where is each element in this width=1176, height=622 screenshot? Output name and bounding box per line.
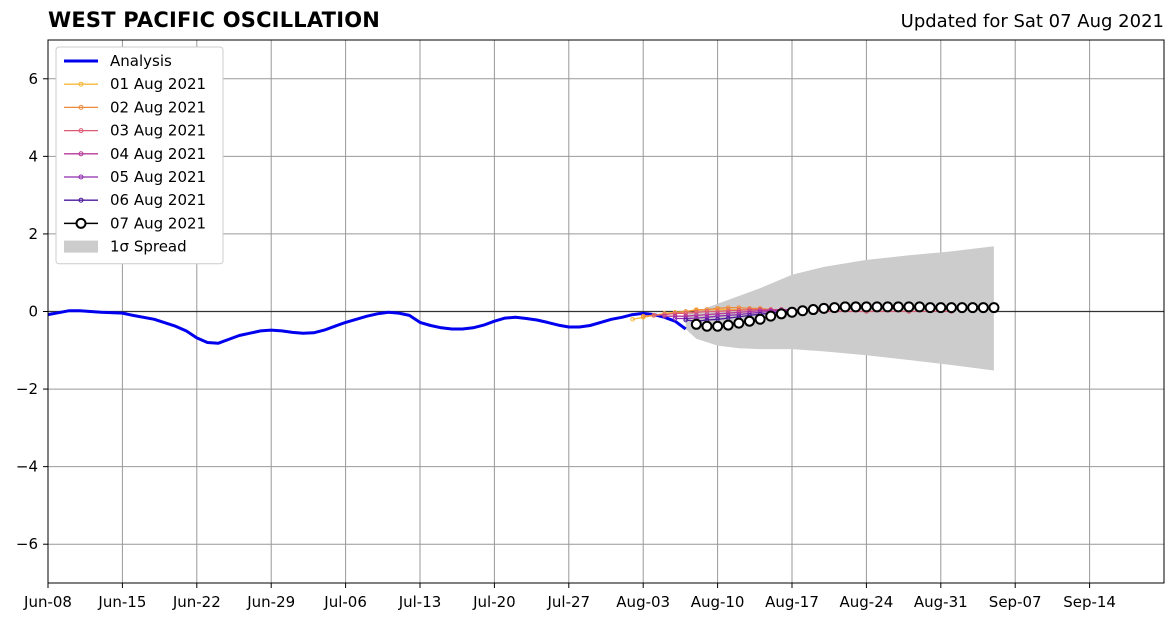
x-tick-label: Jun-29	[246, 593, 295, 611]
y-tick-label: −2	[16, 380, 38, 398]
x-tick-label: Jul-13	[398, 593, 442, 611]
forecast-latest-point	[871, 301, 883, 313]
series-6-point	[683, 317, 689, 323]
forecast-latest-point	[860, 301, 872, 313]
forecast-latest-point	[967, 302, 979, 314]
forecast-latest-point	[977, 302, 989, 314]
series-4-point	[672, 313, 678, 319]
forecast-latest-point	[903, 301, 915, 313]
x-tick-label: Jun-22	[172, 593, 221, 611]
forecast-latest-point	[956, 302, 968, 314]
series-2-point	[640, 313, 646, 319]
x-tick-label: Aug-17	[765, 593, 819, 611]
x-tick-label: Sep-07	[989, 593, 1042, 611]
forecast-latest-point	[722, 319, 734, 331]
legend-label: 03 Aug 2021	[110, 122, 206, 140]
series-2-point	[736, 305, 742, 310]
y-tick-label: −4	[16, 458, 38, 476]
forecast-latest-point	[818, 302, 830, 314]
forecast-latest-point	[733, 317, 745, 329]
y-tick-label: −6	[16, 535, 38, 553]
legend-marker	[78, 151, 84, 157]
y-tick-label: 0	[28, 303, 38, 321]
legend-label: Analysis	[110, 52, 172, 70]
x-tick-label: Jun-08	[23, 593, 72, 611]
x-tick-label: Jul-27	[546, 593, 590, 611]
x-tick-label: Jul-06	[323, 593, 367, 611]
legend-marker	[78, 104, 84, 110]
legend-marker	[75, 217, 87, 229]
x-tick-label: Aug-31	[914, 593, 968, 611]
axes-layer: Jun-08 Jun-15 Jun-22 Jun-29 Jul-06 Jul-13 Jul-…	[16, 39, 1165, 611]
chart-title: WEST PACIFIC OSCILLATION	[48, 8, 381, 32]
legend-marker	[78, 197, 84, 203]
forecast-latest-point	[701, 320, 713, 332]
series-3-point	[651, 313, 657, 318]
forecast-latest-point	[765, 310, 777, 322]
series-3-point	[662, 312, 667, 317]
series-3-point	[683, 311, 689, 316]
updated-date-label: Updated for Sat 07 Aug 2021	[900, 11, 1164, 32]
analysis-line	[47, 309, 687, 345]
forecast-latest-point	[775, 308, 787, 320]
legend-box	[55, 46, 224, 265]
series-4-point	[694, 313, 699, 318]
forecast-latest-point	[829, 302, 841, 314]
forecast-latest-point	[914, 301, 926, 313]
series-5-point	[725, 313, 731, 318]
forecast-latest-point	[945, 302, 957, 314]
forecast-latest-point	[754, 313, 766, 325]
forecast-latest-point	[988, 302, 1000, 314]
series-layer	[47, 301, 1000, 345]
x-tick-label: Sep-14	[1063, 593, 1116, 611]
forecast-latest-point	[712, 320, 724, 332]
legend-marker	[78, 81, 84, 87]
forecast-latest-point	[882, 301, 894, 313]
legend: Analysis 01 Aug 2021 02 Aug 2021 03 Aug 202…	[55, 46, 224, 265]
forecast-latest-point	[743, 315, 755, 327]
x-tick-label: Jun-15	[97, 593, 146, 611]
x-tick-label: Aug-24	[840, 593, 894, 611]
series-4-point	[662, 313, 667, 319]
x-tick-label: Jul-20	[472, 593, 516, 611]
forecast-latest-point	[807, 304, 819, 316]
series-5-point	[672, 316, 678, 321]
legend-label: 04 Aug 2021	[110, 145, 206, 163]
legend-label: 01 Aug 2021	[110, 75, 206, 93]
legend-label: 06 Aug 2021	[110, 191, 206, 209]
forecast-latest-point	[797, 305, 809, 317]
plot-frame	[47, 39, 1165, 584]
y-tick-label: 6	[28, 70, 38, 88]
forecast-latest-point	[839, 301, 851, 313]
legend-label: 02 Aug 2021	[110, 98, 206, 116]
forecast-latest-point	[786, 306, 798, 318]
legend-marker	[78, 128, 84, 134]
series-4-point	[704, 312, 710, 317]
forecast-latest-point	[935, 302, 947, 314]
forecast-latest-point	[850, 301, 862, 313]
legend-marker	[78, 174, 84, 180]
y-tick-label: 2	[28, 225, 38, 243]
legend-swatch	[64, 240, 98, 253]
y-tick-label: 4	[28, 147, 38, 165]
legend-label: 07 Aug 2021	[110, 214, 206, 232]
series-3-point	[672, 311, 678, 316]
x-tick-label: Aug-10	[691, 593, 745, 611]
legend-label: 05 Aug 2021	[110, 168, 206, 186]
x-tick-label: Aug-03	[616, 593, 670, 611]
series-1-point	[630, 316, 635, 322]
forecast-latest-point	[924, 302, 936, 314]
forecast-latest-point	[690, 318, 702, 330]
series-5-point	[704, 315, 710, 320]
legend-label: 1σ Spread	[110, 238, 187, 256]
forecast-latest-point	[892, 301, 904, 313]
